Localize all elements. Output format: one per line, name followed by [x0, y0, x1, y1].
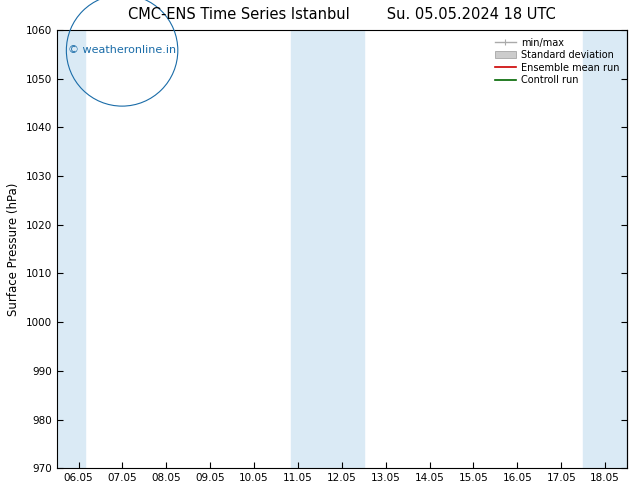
Bar — [292, 30, 364, 468]
Text: © weatheronline.in: © weatheronline.in — [68, 46, 176, 55]
Y-axis label: Surface Pressure (hPa): Surface Pressure (hPa) — [7, 182, 20, 316]
Bar — [56, 30, 85, 468]
Bar — [583, 30, 627, 468]
Title: CMC-ENS Time Series Istanbul        Su. 05.05.2024 18 UTC: CMC-ENS Time Series Istanbul Su. 05.05.2… — [128, 7, 556, 22]
Legend: min/max, Standard deviation, Ensemble mean run, Controll run: min/max, Standard deviation, Ensemble me… — [491, 35, 622, 88]
